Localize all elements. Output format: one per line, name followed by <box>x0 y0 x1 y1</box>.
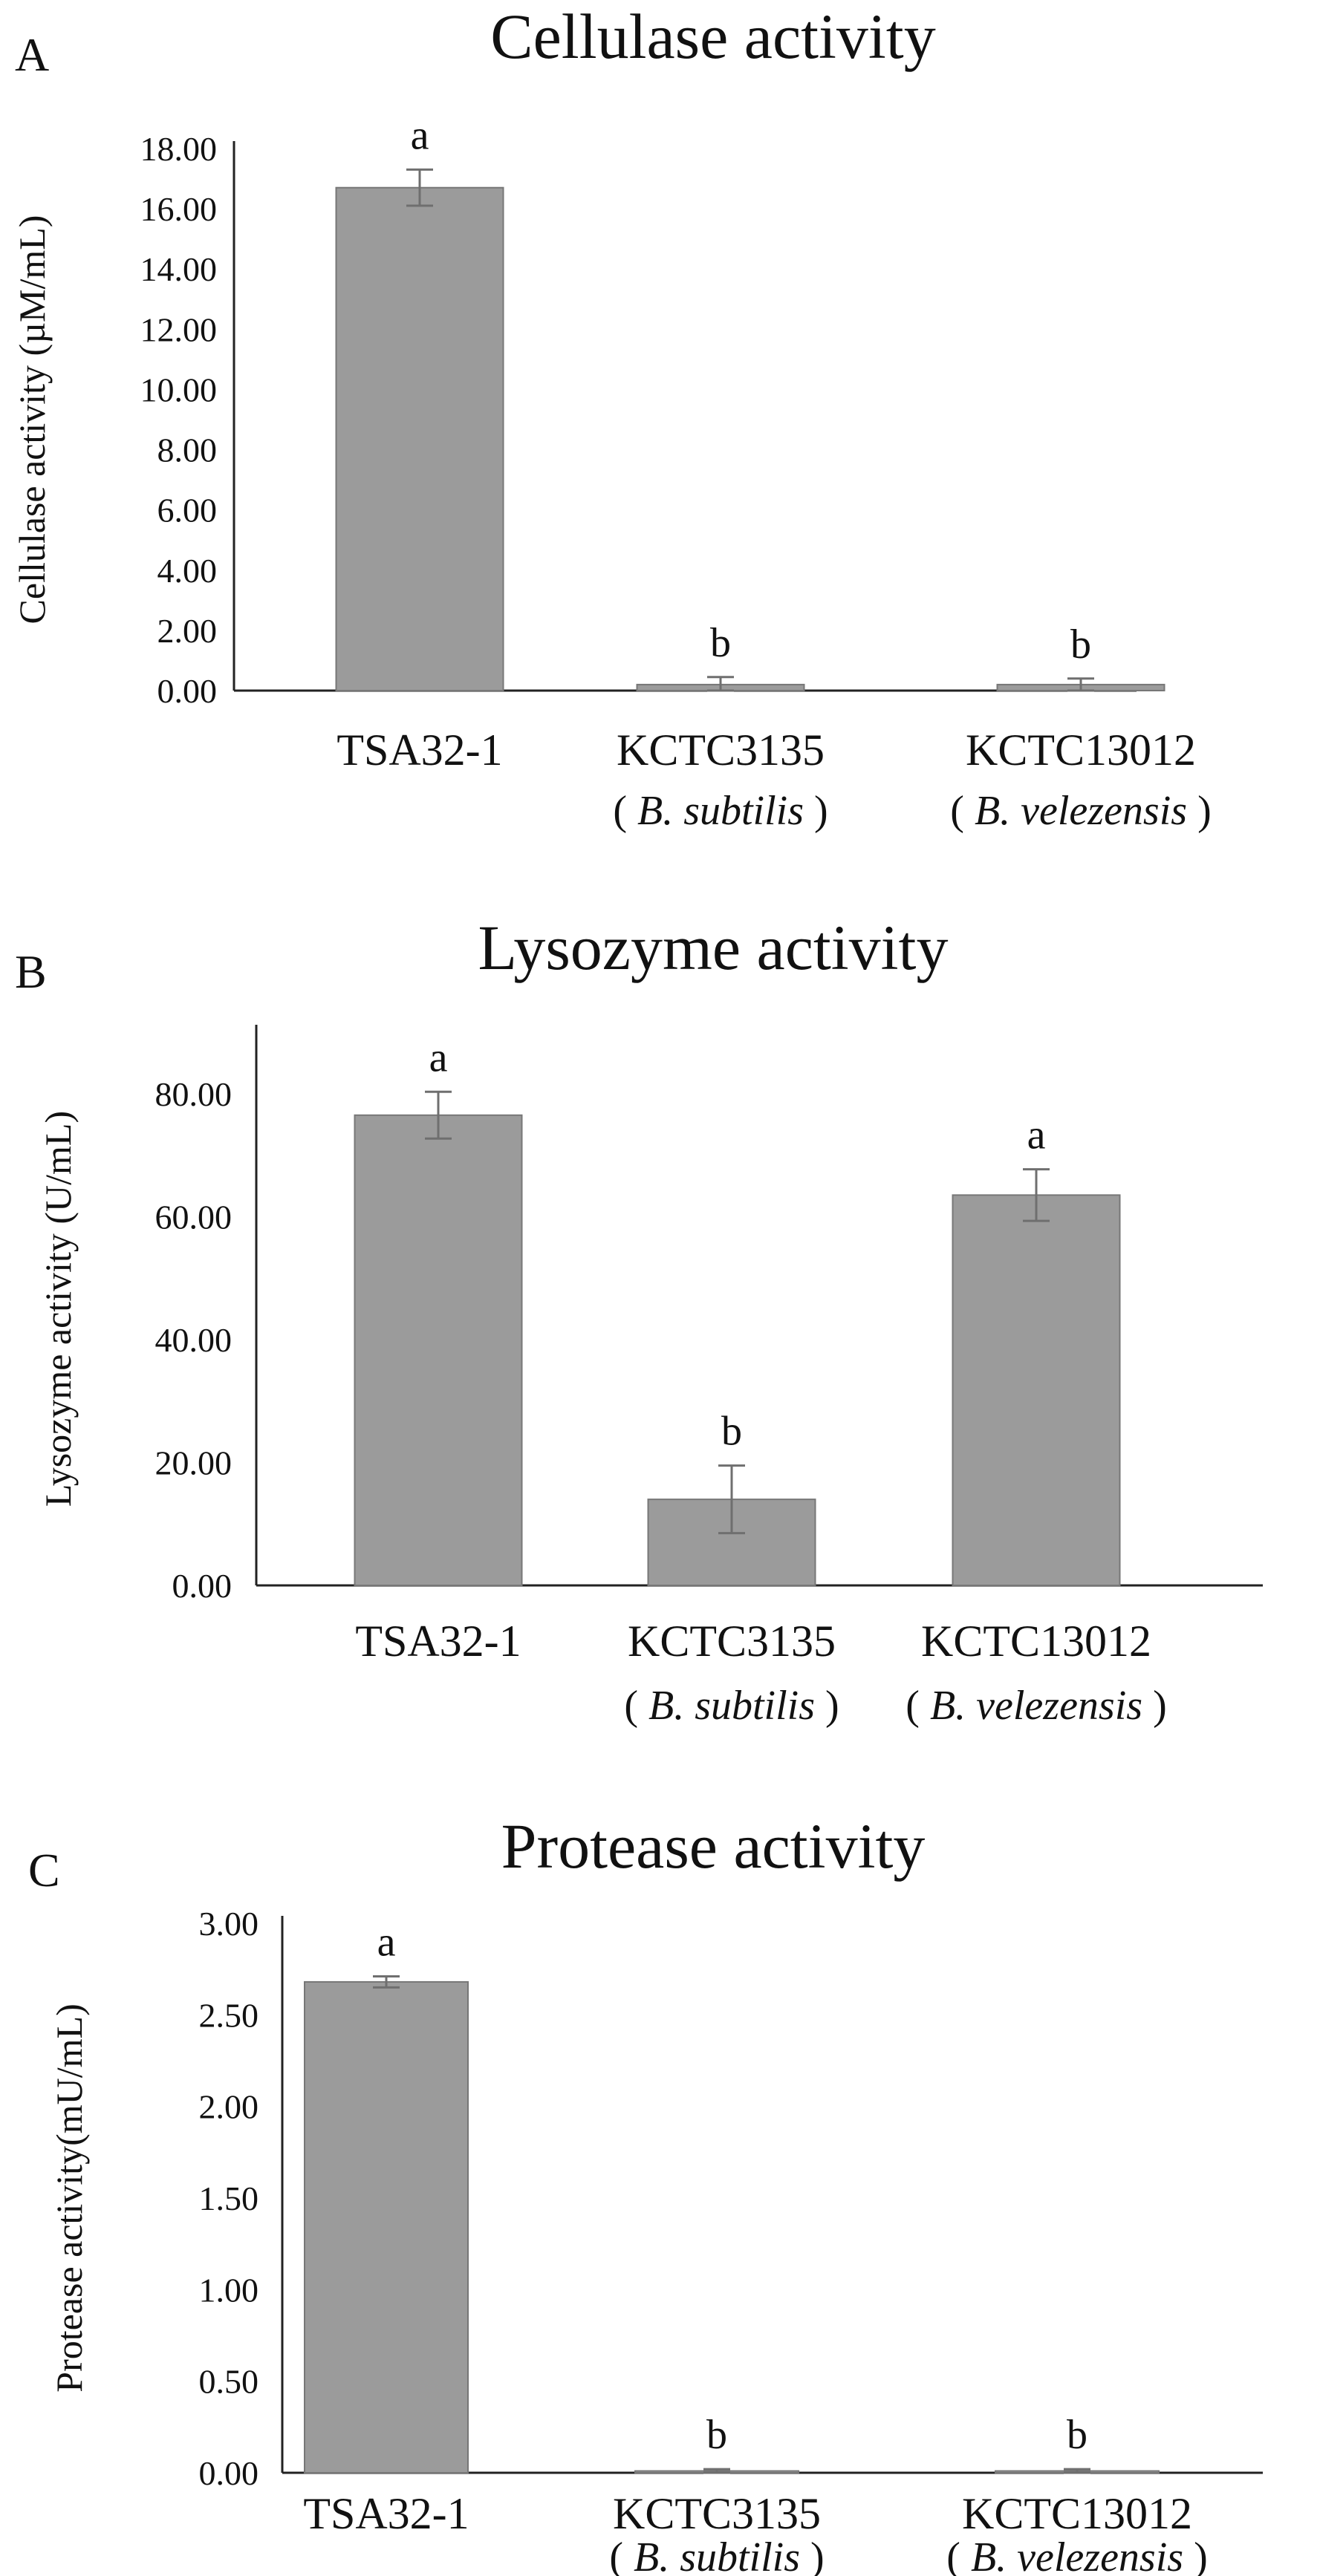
significance-letter: b <box>706 2412 727 2458</box>
significance-letter: a <box>377 1920 396 1966</box>
y-tick-label: 1.50 <box>199 2179 259 2217</box>
y-axis-label: Protease activity(mU/mL) <box>48 2003 90 2392</box>
y-tick-label: 0.00 <box>199 2454 259 2492</box>
bar <box>354 1114 523 1586</box>
panel-letter: C <box>28 1844 60 1897</box>
y-tick-label: 12.00 <box>140 310 218 348</box>
error-bar <box>406 168 433 207</box>
chart-title: Cellulase activity <box>490 1 935 72</box>
y-tick-label: 2.00 <box>199 2088 259 2126</box>
y-tick-label: 16.00 <box>140 190 218 228</box>
significance-letter: a <box>411 112 429 158</box>
chart-panel-c: C Protease activity Protease activity(mU/m… <box>28 1810 1263 2576</box>
error-bar <box>1064 2468 1090 2474</box>
y-axis-label: Cellulase activity (µM/mL) <box>11 215 53 625</box>
error-bar <box>707 676 734 692</box>
significance-letter: b <box>1067 2412 1087 2458</box>
x-tick-label: TSA32-1 <box>303 2489 469 2538</box>
x-tick-label: KCTC13012 <box>966 725 1196 775</box>
bar <box>304 1980 469 2474</box>
chart-panel-a: A Cellulase activity Cellulase activity (µ… <box>11 1 1212 834</box>
error-bar <box>718 1464 745 1535</box>
significance-letter: b <box>710 620 731 666</box>
significance-letter: b <box>1070 622 1091 668</box>
panel-letter: A <box>15 28 49 81</box>
panel-letter: B <box>15 945 47 998</box>
error-bar <box>373 1975 400 1989</box>
chart-title: Lysozyme activity <box>478 912 949 983</box>
x-tick-label: KCTC3135 <box>613 2489 821 2538</box>
y-tick-label: 4.00 <box>157 552 218 590</box>
x-tick-label: TSA32-1 <box>355 1617 521 1666</box>
chart-title: Protease activity <box>501 1810 926 1882</box>
y-tick-label: 3.00 <box>199 1905 259 1943</box>
y-tick-label: 6.00 <box>157 492 218 529</box>
bar <box>952 1194 1121 1586</box>
bar <box>335 186 504 691</box>
y-tick-label: 8.00 <box>157 431 218 469</box>
error-bar <box>425 1090 452 1140</box>
x-tick-label: KCTC3135 <box>628 1617 836 1666</box>
significance-letter: a <box>429 1034 448 1080</box>
error-bar <box>1067 677 1094 692</box>
chart-panel-b: B Lysozyme activity Lysozyme activity (U/m… <box>15 912 1263 1729</box>
significance-letter: b <box>721 1409 742 1455</box>
y-tick-label: 0.00 <box>172 1567 233 1605</box>
x-tick-label: KCTC13012 <box>962 2489 1192 2538</box>
species-label: ( B. velezensis ) <box>950 788 1211 834</box>
y-tick-label: 10.00 <box>140 371 218 408</box>
y-tick-label: 18.00 <box>140 130 218 168</box>
x-tick-label: KCTC13012 <box>921 1617 1151 1666</box>
y-tick-label: 80.00 <box>155 1075 233 1113</box>
species-label: ( B. subtilis ) <box>609 2534 824 2576</box>
x-tick-label: KCTC3135 <box>617 725 825 775</box>
species-label: ( B. subtilis ) <box>624 1683 839 1729</box>
species-label: ( B. velezensis ) <box>906 1683 1166 1729</box>
y-tick-label: 1.00 <box>199 2271 259 2309</box>
error-bar <box>703 2468 730 2474</box>
species-label: ( B. subtilis ) <box>613 788 828 834</box>
y-axis-label: Lysozyme activity (U/mL) <box>37 1111 79 1507</box>
y-tick-label: 20.00 <box>155 1444 233 1481</box>
y-tick-label: 2.50 <box>199 1996 259 2034</box>
y-tick-label: 0.50 <box>199 2363 259 2401</box>
y-tick-label: 14.00 <box>140 250 218 288</box>
y-tick-label: 60.00 <box>155 1198 233 1236</box>
y-tick-label: 0.00 <box>157 672 218 710</box>
y-tick-label: 2.00 <box>157 612 218 650</box>
y-tick-label: 40.00 <box>155 1321 233 1359</box>
species-label: ( B. velezensis ) <box>946 2534 1207 2576</box>
significance-letter: a <box>1027 1112 1046 1158</box>
x-tick-label: TSA32-1 <box>336 725 502 775</box>
error-bar <box>1023 1168 1050 1222</box>
